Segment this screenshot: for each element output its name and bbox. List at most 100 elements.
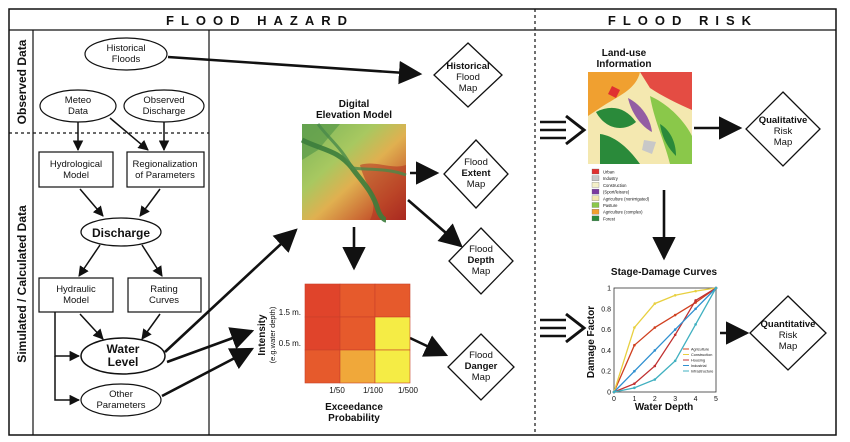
y-tick-label: 0.6: [601, 327, 611, 334]
triple-arrow-bottom: [540, 312, 587, 344]
historical-map-line1: Historical: [446, 61, 489, 72]
matrix-ytick-1: 1.5 m.: [279, 308, 301, 317]
arrow-discharge-to-rating: [141, 244, 163, 277]
matrix-cell: [339, 349, 376, 384]
other-parameters-line2: Parameters: [96, 400, 145, 411]
x-tick-label: 3: [673, 396, 677, 403]
arrow-historical-to-map: [167, 55, 423, 85]
y-tick-label: 0.8: [601, 306, 611, 313]
arrow-hydraulic-to-waterlevel: [79, 313, 104, 340]
simulated-data-label: Simulated / Calculated Data: [15, 205, 29, 363]
extent-map-line1: Flood: [464, 157, 488, 168]
qualitative-map-line3: Map: [774, 137, 792, 148]
extent-map-line2: Extent: [461, 168, 491, 179]
landuse-legend-label: (Sport/leisure): [603, 190, 630, 195]
landuse-map: [588, 72, 692, 164]
legend-label: Agriculture: [691, 348, 709, 352]
arrow-hydraulic-loop-other: [54, 356, 81, 406]
x-tick-label: 2: [653, 396, 657, 403]
dem-title-line1: Digital: [339, 99, 370, 110]
depth-map-line1: Flood: [469, 244, 493, 255]
series-point: [633, 343, 636, 347]
arrow-rating-to-waterlevel: [141, 313, 161, 340]
series-point: [694, 323, 697, 326]
series-point: [633, 382, 636, 385]
other-parameters-node: [80, 383, 162, 417]
stage-damage-ylabel: Damage Factor: [586, 306, 597, 378]
observed-discharge-line1: Observed: [143, 95, 184, 106]
quantitative-map-diamond: [749, 295, 827, 371]
series-line: [613, 287, 717, 393]
danger-map-line2: Danger: [465, 361, 498, 372]
water-level-line1: Water: [107, 342, 140, 356]
regionalization-line1: Regionalization: [133, 159, 198, 170]
historical-map-diamond: [433, 42, 503, 108]
landuse-legend-swatch: [591, 175, 600, 181]
historical-map-line2: Flood: [456, 72, 480, 83]
depth-map-line2: Depth: [468, 255, 495, 266]
landuse-legend-label: Urban: [603, 170, 615, 175]
series-point: [673, 313, 677, 317]
stage-damage-chart: 0 1 2 3 4 5 0 0.2 0.4 0.6 0.8 1 AgricultureConstruct…: [601, 286, 718, 404]
main-arrows: [161, 55, 750, 398]
stage-damage-xlabel: Water Depth: [635, 402, 694, 413]
historical-floods-node: [84, 37, 168, 71]
matrix-xlabel-line1: Exceedance: [325, 402, 383, 413]
extent-map-line3: Map: [467, 179, 485, 190]
series-point: [653, 326, 657, 329]
matrix-xtick-2: 1/100: [363, 386, 384, 395]
meteo-data-line1: Meteo: [65, 95, 91, 106]
quantitative-map-line1: Quantitative: [761, 319, 816, 330]
matrix-cell: [374, 283, 411, 318]
series-point: [653, 378, 657, 381]
arrow-matrix-to-danger: [409, 335, 449, 357]
triple-arrow-top: [540, 114, 587, 146]
landuse-title-line2: Information: [597, 59, 652, 70]
matrix-xtick-3: 1/500: [398, 386, 419, 395]
legend-label: Construction: [691, 353, 712, 357]
observed-discharge-line2: Discharge: [143, 106, 186, 117]
landuse-legend-swatch: [591, 168, 600, 175]
landuse-legend-swatch: [591, 188, 600, 195]
flood-risk-header: FLOOD RISK: [608, 13, 758, 28]
matrix-ylabel: Intensity: [257, 314, 268, 356]
series-point: [694, 289, 697, 293]
legend-label: Housing: [691, 359, 705, 363]
series-point: [694, 299, 697, 302]
hydraulic-model-line1: Hydraulic: [56, 284, 96, 295]
series-point: [673, 293, 677, 297]
matrix-xlabel-line2: Probability: [328, 413, 380, 424]
quantitative-map-line3: Map: [779, 341, 797, 352]
dem-image: [300, 123, 407, 223]
landuse-title-line1: Land-use: [602, 48, 647, 59]
landuse-legend-label: Agriculture (complex): [603, 210, 643, 215]
landuse-legend-label: Agriculture (nonirrigated): [603, 196, 650, 201]
x-tick-label: 0: [612, 396, 616, 403]
hydraulic-model-line2: Model: [63, 295, 89, 306]
arrow-hydrological-to-discharge: [79, 188, 104, 217]
arrow-hydraulic-loop-waterlevel: [54, 312, 81, 362]
matrix-cell: [304, 349, 341, 384]
rating-curves-line2: Curves: [149, 295, 179, 306]
series-point: [673, 359, 677, 363]
series-line: [613, 287, 717, 393]
landuse-legend-label: Pasture: [603, 203, 618, 208]
landuse-legend-label: Forest: [603, 216, 616, 221]
depth-map-line3: Map: [472, 266, 490, 277]
hydrological-model-node: [38, 151, 114, 188]
map-diamonds: [433, 42, 827, 401]
other-parameters-line1: Other: [109, 389, 133, 400]
series-line: [613, 287, 717, 393]
arrow-meteo-to-regionalization: [109, 117, 149, 151]
quantitative-map-line2: Risk: [779, 330, 798, 341]
series-line: [613, 287, 717, 393]
